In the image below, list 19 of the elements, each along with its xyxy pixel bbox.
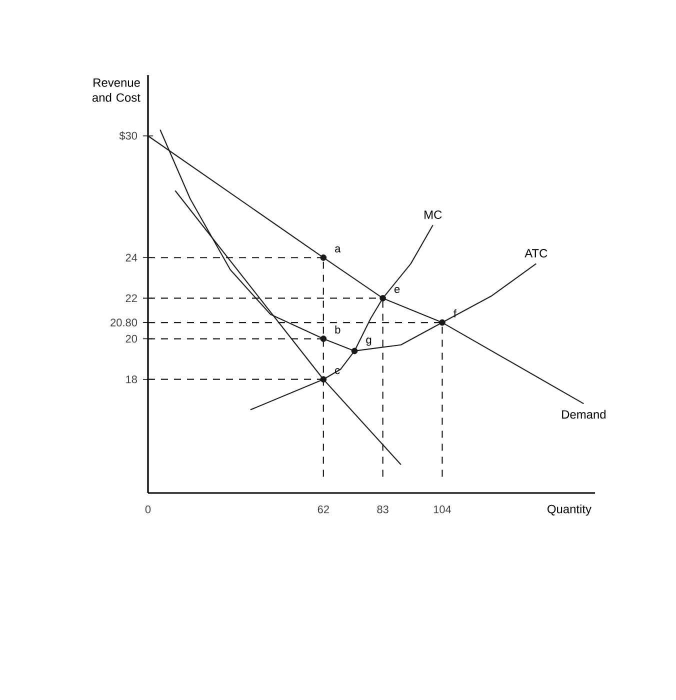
x-tick-label: 62	[318, 506, 329, 514]
x-tick-label: 104	[434, 506, 452, 514]
series-label: MC	[424, 210, 442, 219]
x-tick-label: 83	[377, 506, 388, 514]
y-tick-label: 24	[126, 254, 138, 262]
x-axis-title: Quantity	[548, 504, 592, 516]
annotation: g	[366, 338, 372, 346]
annotation: a	[335, 246, 341, 252]
y-axis-title: Revenue and Cost	[92, 78, 140, 102]
annotation: b	[335, 326, 340, 334]
series-label: Demand	[562, 410, 606, 419]
y-tick-label: 18	[126, 375, 137, 384]
annotation: e	[394, 287, 400, 293]
y-tick-label: $30	[119, 131, 138, 140]
x-tick-label: 0	[145, 506, 151, 514]
y-tick-label: 22	[126, 294, 137, 302]
series-label: ATC	[524, 249, 548, 258]
y-tick-label: 20	[126, 334, 138, 343]
y-tick-label: 20.80	[110, 318, 138, 326]
